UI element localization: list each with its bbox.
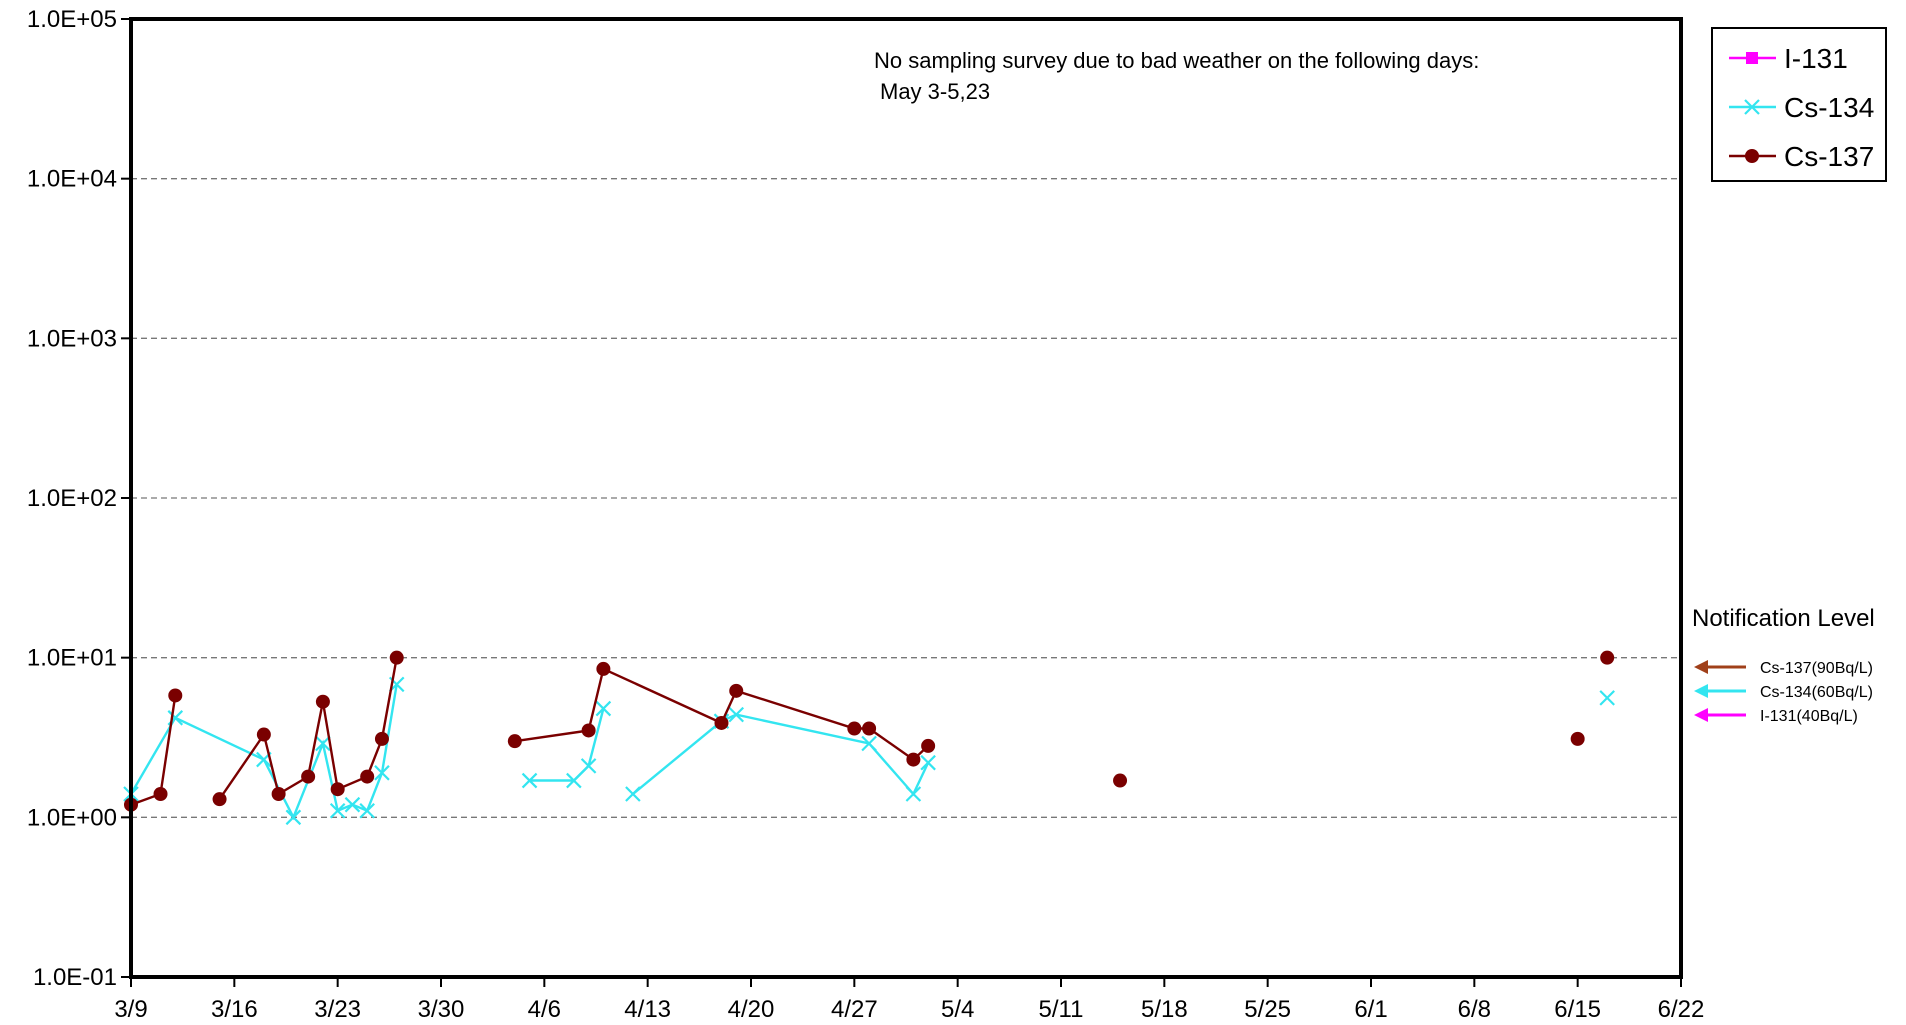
notification-arrowhead	[1694, 708, 1708, 722]
x-tick-label: 5/4	[941, 996, 974, 1023]
data-point	[921, 738, 936, 753]
notification-title: Notification Level	[1692, 605, 1875, 632]
data-point	[595, 700, 612, 717]
x-tick-label: 5/18	[1141, 996, 1188, 1023]
x-tick-label: 3/30	[418, 996, 465, 1023]
data-point	[153, 787, 168, 802]
data-point	[330, 782, 345, 797]
data-point	[1113, 773, 1128, 788]
x-tick-label: 3/9	[114, 996, 147, 1023]
data-point	[580, 758, 597, 774]
notification-label: I-131(40Bq/L)	[1760, 708, 1858, 725]
data-point	[625, 786, 641, 802]
x-tick-label: 3/23	[314, 996, 361, 1023]
data-point	[168, 688, 183, 703]
series-cs-137	[124, 650, 1615, 812]
series-line	[529, 708, 605, 782]
notification-label: Cs-137(90Bq/L)	[1760, 660, 1873, 677]
series-line	[129, 684, 398, 821]
x-tick-label: 4/6	[528, 996, 561, 1023]
data-point	[862, 721, 877, 736]
data-point	[566, 772, 582, 789]
data-point	[729, 683, 744, 698]
data-point	[581, 723, 596, 738]
data-point	[714, 715, 729, 730]
annotation-line-1: No sampling survey due to bad weather on…	[874, 48, 1479, 73]
legend-label: I-131	[1784, 43, 1848, 74]
data-point	[596, 661, 611, 676]
x-tick-label: 6/15	[1554, 996, 1601, 1023]
y-tick-label: 1.0E-01	[33, 964, 117, 991]
data-point	[906, 752, 921, 767]
data-point	[920, 754, 936, 771]
data-point	[861, 735, 877, 752]
y-tick-label: 1.0E+05	[27, 6, 117, 33]
data-point	[1745, 149, 1759, 163]
data-point	[389, 650, 404, 665]
data-point	[315, 694, 330, 709]
annotation-line-2: May 3-5,23	[880, 79, 990, 104]
y-tick-label: 1.0E+00	[27, 804, 117, 831]
legend: I-131 Cs-134 Cs-137	[1711, 27, 1887, 182]
data-point	[1746, 52, 1758, 64]
data-point	[315, 735, 331, 752]
data-point	[905, 786, 922, 802]
y-axis: 1.0E-01 1.0E+00 1.0E+01 1.0E+02 1.0E+03 1.0E+…	[27, 6, 131, 991]
x-tick-label: 6/1	[1354, 996, 1387, 1023]
data-point	[344, 796, 361, 813]
data-point	[1599, 690, 1615, 706]
x-tick-label: 3/16	[211, 996, 258, 1023]
y-tick-label: 1.0E+02	[27, 485, 117, 512]
series-cs-134	[123, 676, 1615, 826]
notification-arrowhead	[1694, 660, 1708, 674]
series-line	[632, 713, 930, 797]
x-axis: 3/9 3/16 3/23 3/30 4/6 4/13 4/20 4/27 5/4 5/11 5/1…	[114, 977, 1704, 1023]
x-tick-label: 4/27	[831, 996, 878, 1023]
x-tick-label: 4/13	[624, 996, 671, 1023]
data-point	[329, 802, 346, 819]
legend-label: Cs-137	[1784, 141, 1874, 172]
y-tick-label: 1.0E+03	[27, 325, 117, 352]
data-point	[212, 792, 227, 807]
data-point	[359, 802, 375, 819]
data-point	[374, 731, 389, 746]
data-point	[507, 734, 522, 749]
data-point	[1600, 650, 1615, 665]
data-point	[728, 706, 745, 723]
data-point	[1744, 99, 1760, 115]
series-layer	[123, 650, 1615, 826]
data-point	[1570, 731, 1585, 746]
x-tick-label: 5/25	[1244, 996, 1291, 1023]
data-point	[521, 772, 538, 789]
grid-lines	[131, 178, 1681, 818]
notification-arrowhead	[1694, 684, 1708, 698]
x-tick-label: 5/11	[1039, 996, 1084, 1023]
y-tick-label: 1.0E+01	[27, 645, 117, 672]
data-point	[285, 809, 302, 826]
data-point	[374, 765, 390, 781]
notification-label: Cs-134(60Bq/L)	[1760, 684, 1873, 701]
x-tick-label: 6/8	[1458, 996, 1491, 1023]
data-point	[271, 787, 286, 802]
notification-level: Notification Level Cs-137(90Bq/L) Cs-134(…	[1692, 605, 1875, 725]
data-point	[847, 721, 862, 736]
data-point	[301, 769, 316, 784]
x-tick-label: 6/22	[1658, 996, 1705, 1023]
x-tick-label: 4/20	[728, 996, 775, 1023]
data-point	[360, 769, 375, 784]
y-tick-label: 1.0E+04	[27, 166, 117, 193]
data-point	[256, 727, 271, 742]
legend-label: Cs-134	[1784, 92, 1874, 123]
